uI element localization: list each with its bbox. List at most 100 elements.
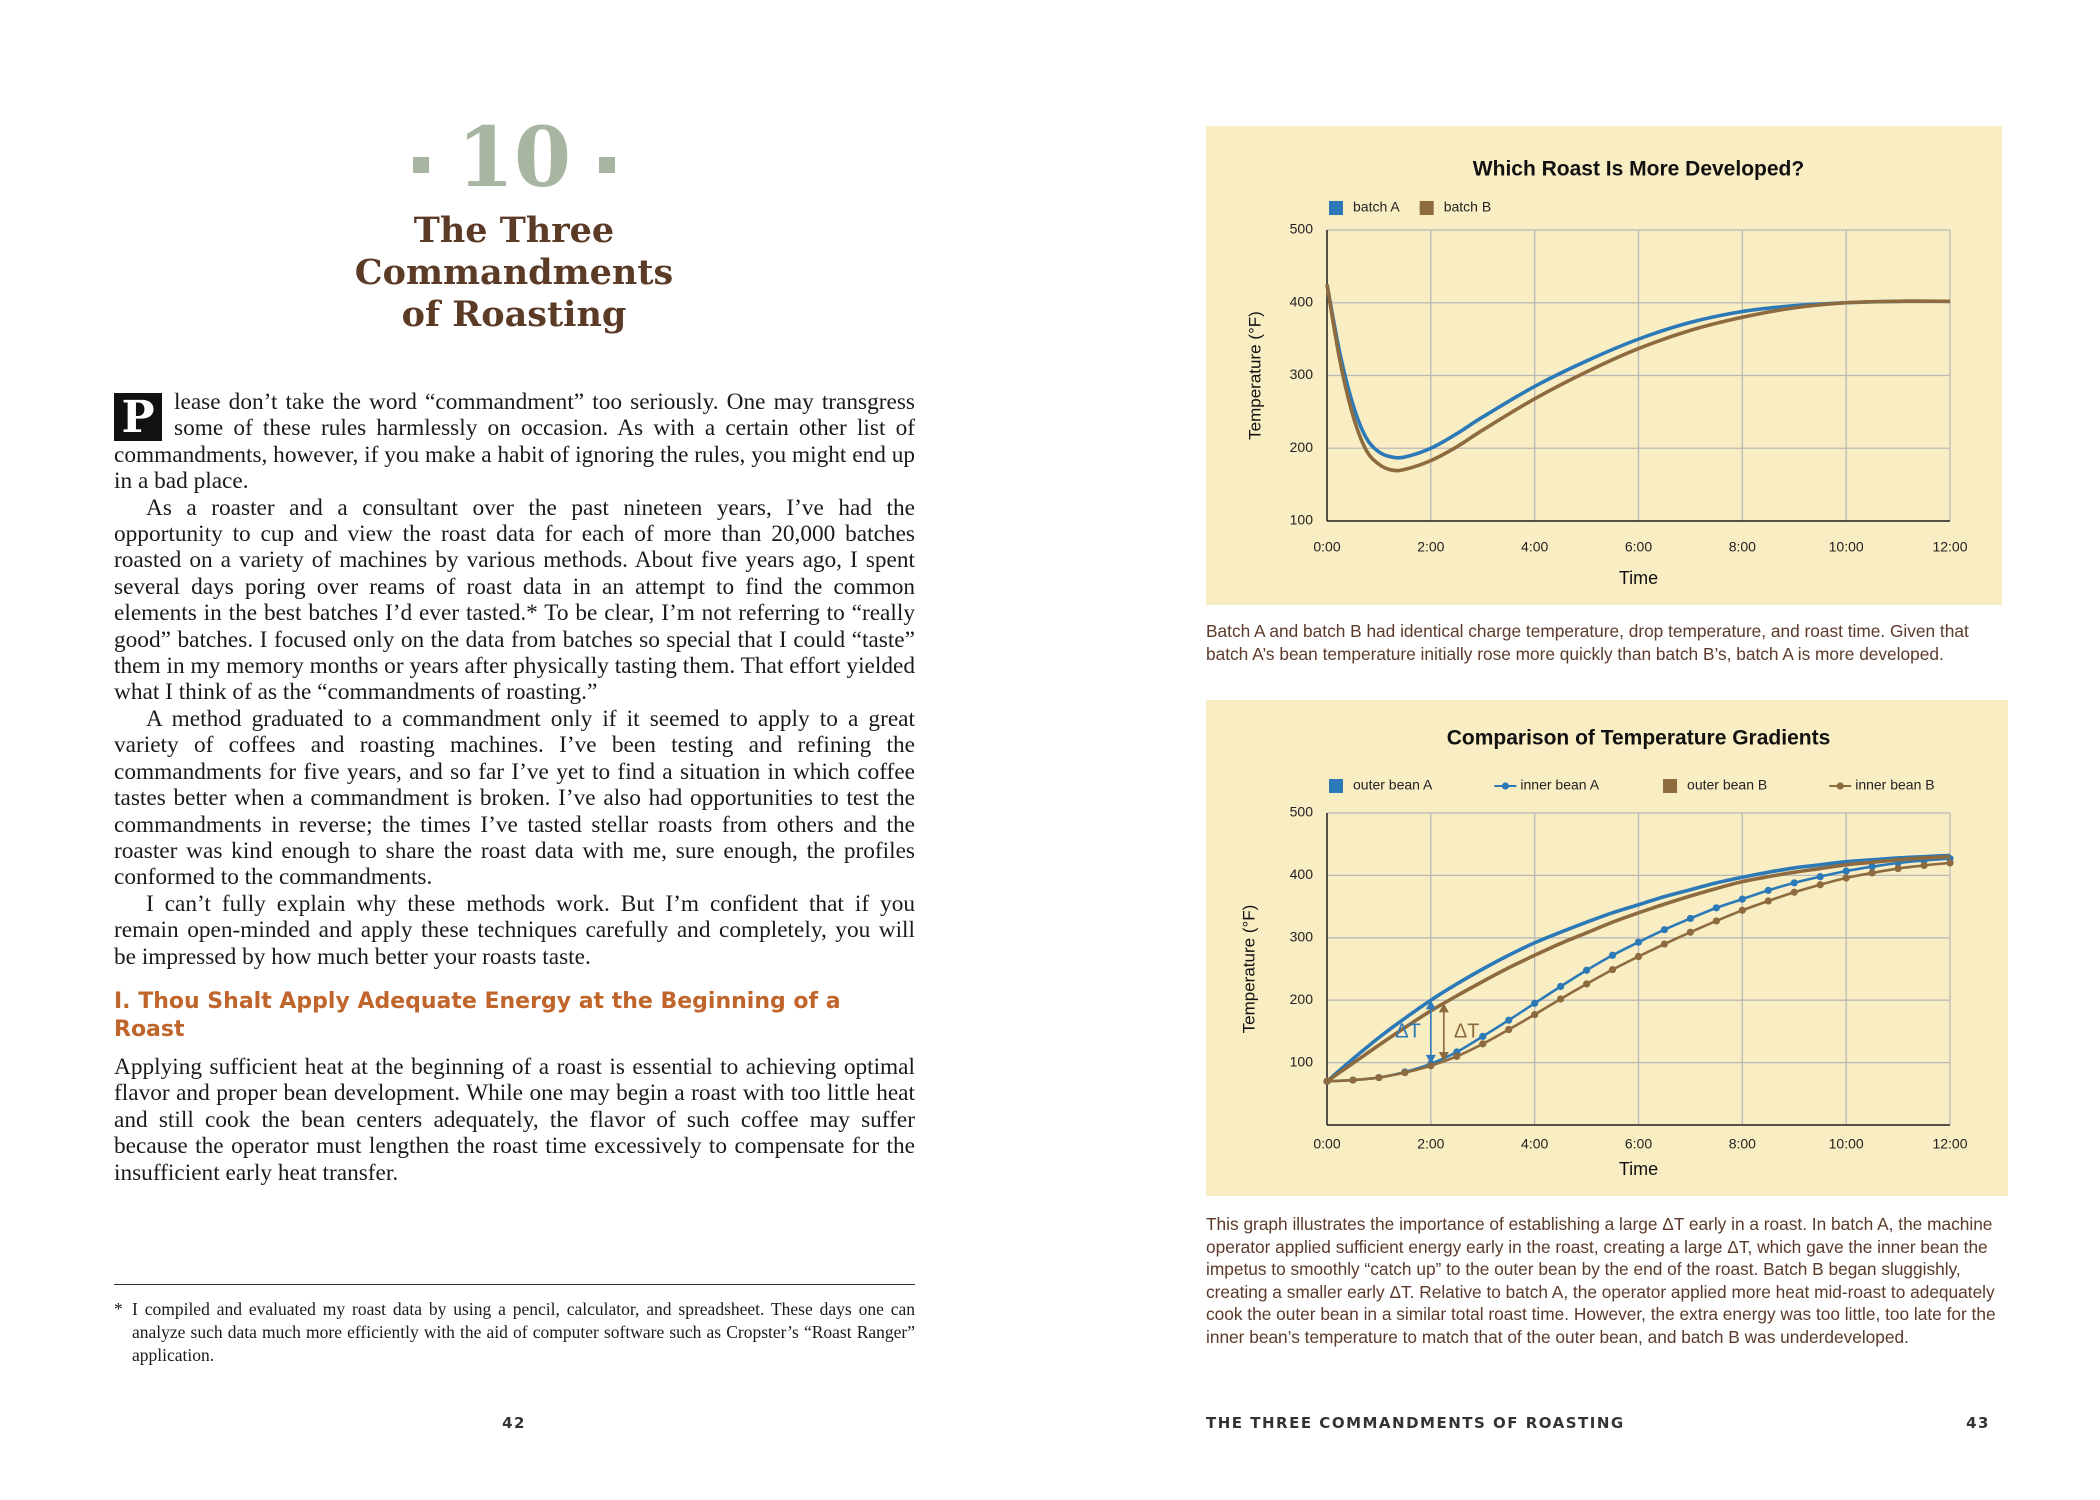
data-point <box>1582 966 1591 974</box>
legend-swatch <box>1663 779 1678 793</box>
y-axis-label: Temperature (°F) <box>1239 905 1258 1034</box>
x-tick-label: 6:00 <box>1625 1136 1652 1152</box>
data-point <box>1531 1010 1539 1019</box>
x-tick-label: 8:00 <box>1729 539 1756 555</box>
data-point <box>1790 888 1798 896</box>
footnote: * I compiled and evaluated my roast data … <box>114 1298 915 1367</box>
data-point <box>1660 940 1669 948</box>
title-line: The Three <box>413 210 615 251</box>
legend-label: outer bean A <box>1353 777 1433 793</box>
y-tick-label: 500 <box>1290 221 1314 237</box>
x-tick-label: 4:00 <box>1521 539 1548 555</box>
data-point <box>1738 895 1746 903</box>
x-tick-label: 12:00 <box>1932 1136 1967 1152</box>
data-point <box>1894 864 1902 873</box>
legend-label: inner bean B <box>1855 777 1934 793</box>
data-point <box>1453 1052 1461 1060</box>
arrow-head <box>1438 1003 1449 1013</box>
y-tick-label: 200 <box>1290 991 1314 1007</box>
paragraph-text: lease don’t take the word “commandment” … <box>114 389 915 495</box>
data-point <box>1323 1077 1331 1085</box>
data-point <box>1868 869 1876 877</box>
legend-label: inner bean A <box>1520 777 1599 793</box>
data-point <box>1608 951 1617 959</box>
y-tick-label: 300 <box>1290 366 1314 382</box>
legend-swatch <box>1329 779 1343 793</box>
chart-title: Comparison of Temperature Gradients <box>1447 727 1831 750</box>
data-line <box>1325 284 1951 473</box>
figure-caption: Batch A and batch B had identical charge… <box>1206 621 1969 664</box>
data-point <box>1842 874 1850 882</box>
paragraph: Applying sufficient heat at the beginnin… <box>114 1053 915 1186</box>
x-tick-label: 8:00 <box>1729 1136 1756 1152</box>
x-tick-label: 4:00 <box>1521 1136 1548 1152</box>
y-tick-label: 500 <box>1290 804 1314 820</box>
data-line <box>1325 284 1951 460</box>
x-tick-label: 12:00 <box>1932 539 1967 555</box>
data-point <box>1505 1025 1513 1034</box>
x-axis-label: Time <box>1619 568 1658 588</box>
x-tick-label: 0:00 <box>1313 1136 1340 1152</box>
data-point <box>1764 897 1772 905</box>
section-heading: I. Thou Shalt Apply Adequate Energy at t… <box>114 988 841 1042</box>
ornament <box>412 156 429 173</box>
footnote-mark: * <box>114 1299 123 1319</box>
y-tick-label: 200 <box>1290 439 1314 455</box>
data-point <box>1816 881 1824 889</box>
data-point <box>1479 1040 1487 1048</box>
legend-marker <box>1836 782 1844 790</box>
figure-caption: This graph illustrates the importance of… <box>1206 1214 1996 1347</box>
annotation: ΔT <box>1395 1020 1421 1042</box>
data-point <box>1920 861 1928 870</box>
data-point <box>1608 966 1617 974</box>
data-point <box>1790 879 1798 887</box>
paragraph: A method graduated to a commandment only… <box>114 705 915 891</box>
data-point <box>1634 952 1643 961</box>
legend-label: batch B <box>1444 199 1491 215</box>
y-tick-label: 400 <box>1290 293 1314 309</box>
data-point <box>1738 906 1746 914</box>
annotation: ΔT <box>1454 1020 1480 1042</box>
legend-swatch <box>1329 201 1343 215</box>
x-axis-label: Time <box>1619 1159 1658 1179</box>
y-tick-label: 100 <box>1290 1053 1314 1069</box>
data-point <box>1660 926 1669 934</box>
arrow-head <box>1425 1000 1436 1010</box>
x-tick-label: 6:00 <box>1625 539 1652 555</box>
arrow-head <box>1425 1054 1436 1064</box>
data-point <box>1842 867 1850 875</box>
y-tick-label: 400 <box>1290 866 1314 882</box>
footnote-text: I compiled and evaluated my roast data b… <box>132 1299 915 1365</box>
data-line <box>1325 853 1951 1083</box>
x-tick-label: 10:00 <box>1829 539 1864 555</box>
data-point <box>1479 1032 1487 1040</box>
paragraph: As a roaster and a consultant over the p… <box>114 494 915 706</box>
drop-cap: P <box>114 393 162 443</box>
data-point <box>1557 982 1565 991</box>
y-tick-label: 300 <box>1290 929 1314 945</box>
data-point <box>1686 928 1695 936</box>
legend-label: outer bean B <box>1687 777 1767 793</box>
legend-label: batch A <box>1353 199 1400 215</box>
data-point <box>1764 886 1772 894</box>
chapter-number-block: 10 <box>314 108 714 208</box>
x-tick-label: 10:00 <box>1829 1136 1864 1152</box>
data-point <box>1712 904 1720 912</box>
title-line: Commandments <box>354 252 674 293</box>
data-point <box>1349 1076 1357 1084</box>
data-point <box>1582 980 1591 988</box>
data-point <box>1401 1068 1409 1077</box>
chapter-number: 10 <box>456 110 572 206</box>
chart-title: Which Roast Is More Developed? <box>1473 158 1804 181</box>
chapter-title: The Three Commandments of Roasting <box>314 210 714 336</box>
x-tick-label: 2:00 <box>1417 1136 1444 1152</box>
data-point <box>1427 1062 1435 1070</box>
paragraph: I can’t fully explain why these methods … <box>114 890 915 970</box>
arrow-head <box>1438 1052 1449 1062</box>
data-point <box>1634 938 1643 946</box>
data-point <box>1712 917 1720 925</box>
data-point <box>1686 914 1695 923</box>
data-point <box>1375 1073 1383 1082</box>
